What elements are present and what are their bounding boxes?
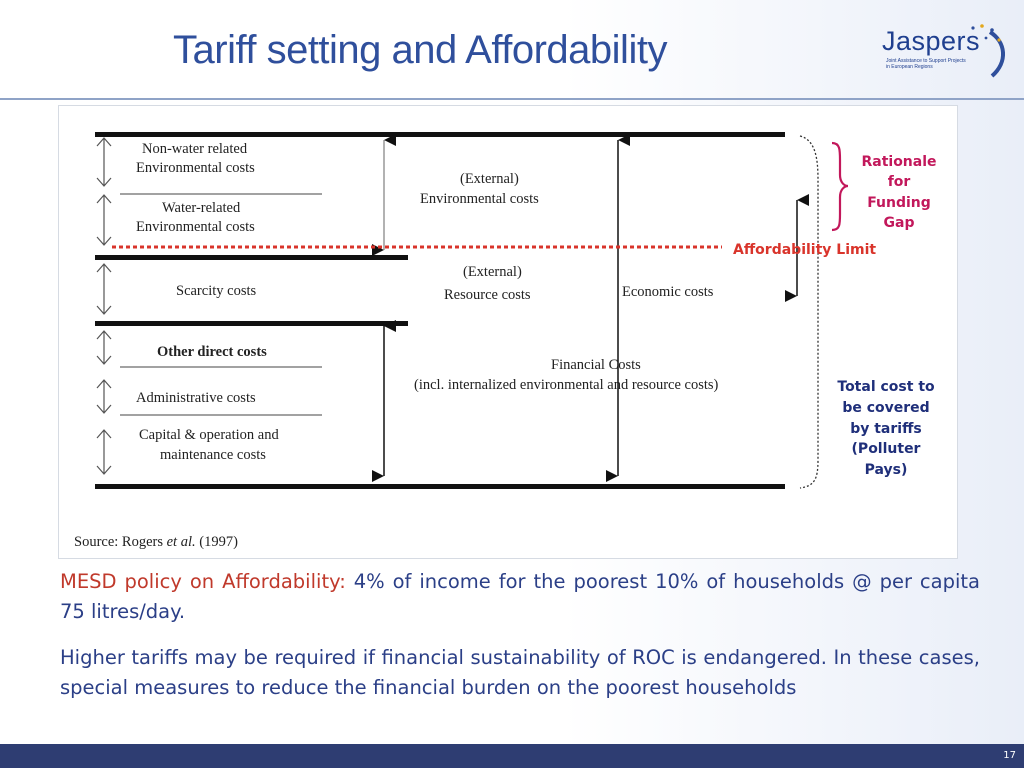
label-financial-2: (incl. internalized environmental and re… <box>414 377 719 393</box>
total-cost-line: be covered <box>842 400 929 416</box>
rationale-line: Gap <box>884 215 915 231</box>
rationale-line: for <box>888 174 911 190</box>
source-citation: Source: Rogers et al. (1997) <box>74 534 238 550</box>
jaspers-logo: Jaspers Joint Assistance to Support Proj… <box>878 18 1008 84</box>
total-cost-bracket <box>799 135 819 489</box>
label-financial-1: Financial Costs <box>551 357 641 373</box>
label-external-env-2: Environmental costs <box>420 191 539 207</box>
total-cost-annotation: Total cost to be covered by tariffs (Pol… <box>837 379 935 478</box>
label-water-1: Water-related <box>162 200 241 216</box>
label-external-env-1: (External) <box>460 171 519 187</box>
label-non-water-2: Environmental costs <box>136 160 255 176</box>
policy-rest: 4% of income for the poorest 10% of hous… <box>60 570 980 623</box>
rationale-annotation: Rationale for Funding Gap <box>861 154 936 231</box>
page-number: 17 <box>1003 750 1016 761</box>
figure-frame <box>58 105 958 559</box>
label-administrative: Administrative costs <box>136 390 256 406</box>
policy-lead: MESD policy on Affordability: <box>60 570 346 593</box>
label-scarcity: Scarcity costs <box>176 283 256 299</box>
logo-tagline: Joint Assistance to Support Projects in … <box>886 58 966 70</box>
footer-bar: 17 <box>0 744 1024 768</box>
label-water-2: Environmental costs <box>136 219 255 235</box>
bar-resource-bottom <box>95 321 408 326</box>
label-capital-1: Capital & operation and <box>139 427 279 443</box>
label-external-res-1: (External) <box>463 264 522 280</box>
policy-paragraph: MESD policy on Affordability: 4% of inco… <box>60 567 980 627</box>
bottom-bar <box>95 484 785 489</box>
total-cost-line: (Polluter <box>852 441 921 457</box>
rationale-line: Funding <box>867 195 931 211</box>
label-external-res-2: Resource costs <box>444 287 531 303</box>
eu-stars-icon <box>971 24 1005 78</box>
total-cost-line: Total cost to <box>837 379 935 395</box>
total-cost-line: by tariffs <box>850 421 922 437</box>
total-cost-line: Pays) <box>865 462 908 478</box>
label-other-direct: Other direct costs <box>157 344 267 360</box>
tariff-paragraph: Higher tariffs may be required if financ… <box>60 646 980 699</box>
top-bar <box>95 132 785 137</box>
label-capital-2: maintenance costs <box>160 447 266 463</box>
label-non-water-1: Non-water related <box>142 141 248 157</box>
title-rule <box>0 98 1024 100</box>
small-double-arrows <box>96 137 112 475</box>
affordability-limit-label: Affordability Limit <box>733 242 876 258</box>
logo-wordmark: Jaspers <box>882 26 981 56</box>
slide-title: Tariff setting and Affordability <box>173 28 667 72</box>
label-economic: Economic costs <box>622 284 714 300</box>
rationale-line: Rationale <box>861 154 936 170</box>
bar-environmental-bottom <box>95 255 408 260</box>
rationale-brace <box>831 141 849 232</box>
